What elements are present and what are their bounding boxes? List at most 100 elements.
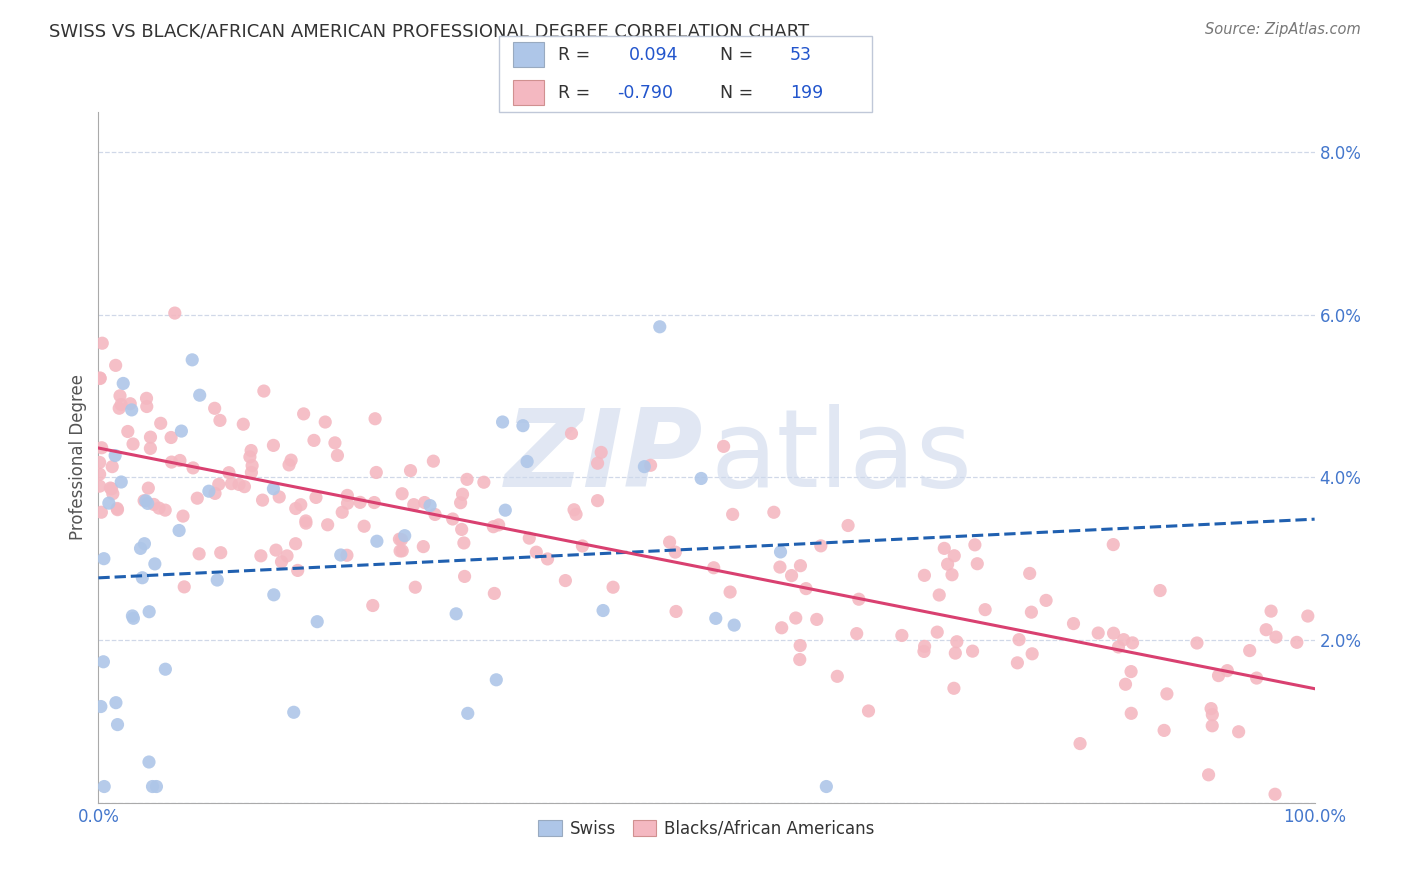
Point <box>104 359 127 373</box>
Point <box>276 549 298 563</box>
Text: Source: ZipAtlas.com: Source: ZipAtlas.com <box>1205 22 1361 37</box>
Point <box>966 557 988 571</box>
Point <box>943 646 966 660</box>
Point <box>1008 632 1031 647</box>
Point <box>554 574 576 588</box>
Point <box>1199 701 1222 715</box>
Point <box>361 599 384 613</box>
Point <box>1296 609 1319 624</box>
Point <box>167 524 190 538</box>
Point <box>1069 737 1091 751</box>
Point <box>453 569 475 583</box>
Point <box>143 557 166 571</box>
Point <box>269 490 291 504</box>
Point <box>837 518 859 533</box>
Point <box>1149 583 1171 598</box>
Point <box>769 545 792 559</box>
Point <box>1021 605 1043 619</box>
Point <box>117 425 139 439</box>
Point <box>934 541 956 556</box>
Point <box>453 536 475 550</box>
Point <box>316 517 339 532</box>
Point <box>90 441 112 455</box>
Point <box>1256 623 1278 637</box>
Point <box>1156 687 1178 701</box>
Point <box>349 495 371 509</box>
Point <box>136 496 159 510</box>
Point <box>186 491 208 506</box>
Point <box>770 621 793 635</box>
Point <box>90 505 112 519</box>
Point <box>173 580 195 594</box>
Point <box>422 454 444 468</box>
Point <box>262 438 284 452</box>
Point <box>560 426 582 441</box>
Point <box>134 537 156 551</box>
Point <box>451 487 474 501</box>
Point <box>295 514 318 528</box>
Point <box>491 415 513 429</box>
Point <box>810 539 832 553</box>
Point <box>198 484 221 499</box>
Point <box>135 392 157 406</box>
Point <box>1122 636 1144 650</box>
Point <box>1201 719 1223 733</box>
Point <box>139 430 162 444</box>
Point <box>120 397 142 411</box>
Point <box>89 479 111 493</box>
Point <box>941 567 963 582</box>
Point <box>287 563 309 577</box>
Point <box>93 551 115 566</box>
Point <box>353 519 375 533</box>
Text: SWISS VS BLACK/AFRICAN AMERICAN PROFESSIONAL DEGREE CORRELATION CHART: SWISS VS BLACK/AFRICAN AMERICAN PROFESSI… <box>49 22 810 40</box>
Point <box>1216 664 1239 678</box>
Point <box>330 505 353 519</box>
Point <box>457 706 479 721</box>
Point <box>485 673 508 687</box>
Point <box>329 548 352 562</box>
Point <box>516 454 538 468</box>
Point <box>890 628 912 642</box>
Point <box>703 560 725 574</box>
Point <box>942 681 965 696</box>
Legend: Swiss, Blacks/African Americans: Swiss, Blacks/African Americans <box>531 813 882 844</box>
Point <box>145 780 167 794</box>
Point <box>1260 604 1282 618</box>
Point <box>1035 593 1057 607</box>
Point <box>97 496 120 510</box>
Point <box>110 475 132 489</box>
Point <box>1264 787 1286 801</box>
Point <box>1285 635 1308 649</box>
Point <box>169 453 191 467</box>
Point <box>1115 677 1137 691</box>
Point <box>233 480 256 494</box>
Point <box>1201 707 1223 722</box>
Point <box>239 450 262 464</box>
Point <box>323 435 346 450</box>
Point <box>160 430 183 444</box>
Point <box>1107 640 1129 654</box>
Point <box>412 540 434 554</box>
Point <box>172 509 194 524</box>
Point <box>441 512 464 526</box>
Point <box>107 502 129 516</box>
Point <box>536 552 558 566</box>
Point <box>188 388 211 402</box>
Point <box>138 481 160 495</box>
Point <box>718 585 741 599</box>
Point <box>912 644 935 658</box>
Point <box>444 607 467 621</box>
Point <box>122 611 145 625</box>
Point <box>221 476 243 491</box>
Point <box>848 592 870 607</box>
Point <box>592 603 614 617</box>
Point <box>827 669 849 683</box>
Point <box>240 443 263 458</box>
Point <box>278 458 301 472</box>
Point <box>100 482 122 496</box>
Point <box>845 626 868 640</box>
Point <box>262 482 284 496</box>
Point <box>962 644 984 658</box>
Point <box>100 481 122 495</box>
Point <box>89 455 111 469</box>
